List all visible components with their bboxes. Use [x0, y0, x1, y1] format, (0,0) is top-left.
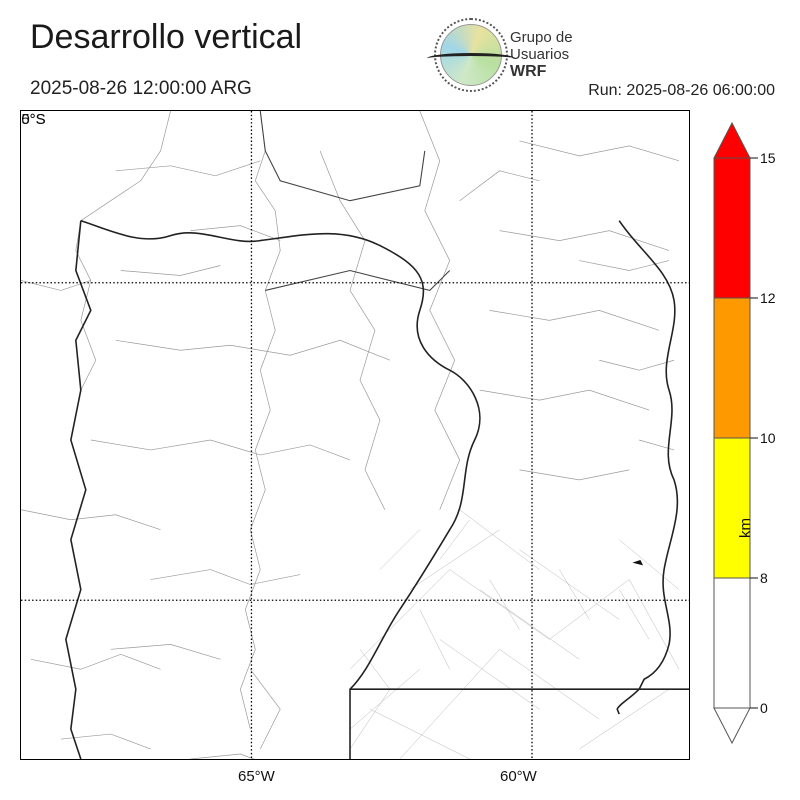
svg-text:12: 12 — [760, 290, 776, 306]
svg-text:8: 8 — [760, 570, 768, 586]
wrf-map-panel: Desarrollo vertical 2025-08-26 12:00:00 … — [0, 0, 800, 800]
svg-text:15: 15 — [760, 150, 776, 166]
page-title: Desarrollo vertical — [30, 18, 302, 57]
colorbar[interactable]: 15 12 10 8 0 km — [702, 118, 762, 748]
lon-tick-65w: 65°W — [238, 768, 275, 785]
datetime-label: 2025-08-26 12:00:00 ARG — [30, 78, 252, 100]
logo-line2: Usuarios — [510, 46, 573, 63]
logo-line3: WRF — [510, 63, 573, 81]
globe-icon — [440, 24, 502, 86]
logo-line1: Grupo de — [510, 29, 573, 46]
colorbar-unit-label: km — [737, 518, 754, 538]
wrf-logo: Grupo de Usuarios WRF — [440, 10, 670, 100]
map-canvas[interactable]: 30°S 35°S — [20, 110, 690, 760]
svg-text:0: 0 — [760, 700, 768, 716]
lat-tick-35s: 35°S — [20, 111, 46, 128]
lon-tick-60w: 60°W — [500, 768, 537, 785]
svg-text:10: 10 — [760, 430, 776, 446]
